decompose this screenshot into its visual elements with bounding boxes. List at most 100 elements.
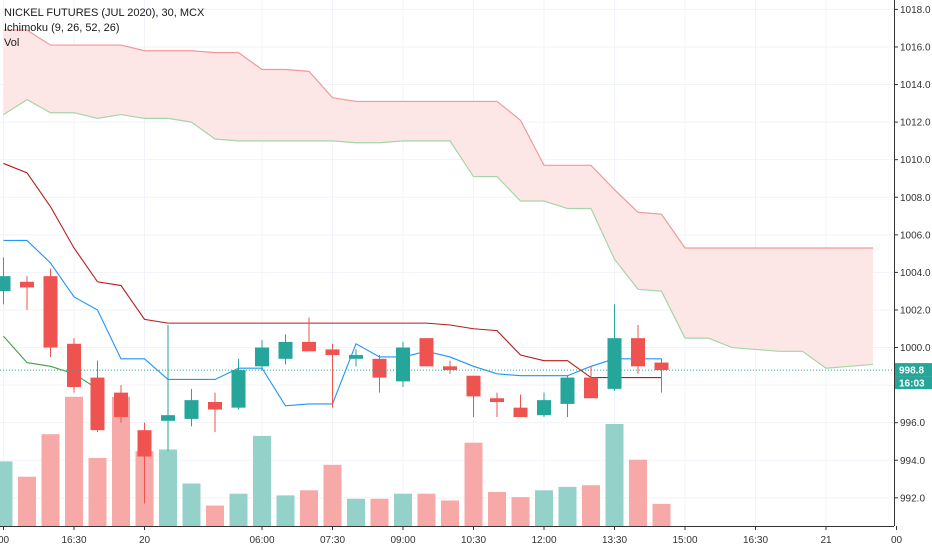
y-tick-label-8: 1008.0	[900, 193, 931, 204]
candle-body-2	[43, 276, 58, 348]
candle-body-15	[349, 355, 363, 359]
volume-bar-27	[629, 459, 647, 526]
y-tick-label-1: 994.0	[900, 456, 925, 467]
volume-bar-13	[300, 490, 318, 526]
candle-body-8	[184, 400, 199, 419]
x-tick-label-7: 12:00	[531, 535, 556, 546]
volume-bar-18	[417, 493, 436, 526]
volume-bar-1	[18, 476, 36, 526]
candle-body-5	[114, 392, 128, 418]
volume-bar-20	[464, 442, 483, 526]
volume-bar-19	[441, 500, 459, 526]
x-tick-label-5: 09:00	[390, 535, 415, 546]
indicator-volume[interactable]: Vol	[4, 37, 20, 49]
candle-body-11	[255, 347, 269, 367]
y-tick-label-9: 1010.0	[900, 155, 931, 166]
volume-bar-24	[558, 486, 577, 526]
y-tick-label-12: 1016.0	[900, 42, 931, 53]
series-line-lead-1	[3, 98, 874, 369]
candle-body-12	[278, 341, 293, 359]
series-line-lead-2	[3, 29, 873, 249]
x-tick-label-1: 16:30	[61, 535, 86, 546]
volume-bar-25	[582, 485, 600, 526]
x-tick-label-9: 15:00	[672, 535, 697, 546]
volume-bar-8	[182, 483, 201, 526]
series-line-base-line	[3, 162, 662, 379]
volume-bar-22	[511, 497, 530, 526]
candle-body-20	[466, 375, 481, 397]
series-line-lagging-span	[3, 335, 98, 390]
volume-bar-3	[65, 396, 83, 526]
volume-bar-15	[347, 498, 365, 526]
candle-body-1	[20, 281, 34, 288]
candle-body-0	[0, 276, 11, 292]
y-tick-label-13: 1018.0	[900, 5, 931, 16]
x-tick-label-3: 06:00	[249, 535, 274, 546]
x-tick-label-6: 10:30	[461, 535, 486, 546]
y-tick-label-6: 1004.0	[900, 268, 931, 279]
candle-body-23	[537, 400, 551, 416]
x-tick-label-4: 07:30	[320, 535, 345, 546]
y-tick-label-2: 996.0	[900, 418, 925, 429]
volume-bar-26	[605, 424, 624, 526]
candle-body-24	[560, 377, 575, 404]
countdown-label-bg	[895, 376, 932, 390]
indicator-ichimoku[interactable]: Ichimoku (9, 26, 52, 26)	[4, 22, 120, 34]
volume-bar-2	[41, 434, 60, 526]
y-tick-label-5: 1002.0	[900, 305, 931, 316]
volume-bar-14	[323, 464, 342, 526]
candle-body-13	[302, 341, 316, 352]
candle-body-22	[513, 407, 528, 418]
chart-title[interactable]: NICKEL FUTURES (JUL 2020), 30, MCX	[4, 7, 205, 19]
ichimoku-cloud	[3, 30, 873, 369]
x-tick-label-11: 21	[820, 535, 832, 546]
y-tick-label-7: 1006.0	[900, 230, 931, 241]
volume-bar-17	[394, 493, 412, 526]
x-tick-label-0: 00	[0, 535, 9, 546]
candle-body-18	[419, 338, 434, 367]
x-tick-label-10: 16:30	[743, 535, 768, 546]
candle-body-7	[161, 415, 175, 421]
candles	[0, 257, 669, 504]
time-axis-bg	[0, 526, 932, 550]
x-tick-label-12: 00	[891, 535, 903, 546]
countdown-label: 16:03	[899, 379, 925, 390]
x-tick-label-8: 13:30	[602, 535, 627, 546]
candle-body-10	[231, 370, 246, 408]
candle-body-3	[67, 343, 81, 387]
volume-bars	[0, 396, 671, 526]
cloud-fill	[3, 30, 873, 369]
candle-body-4	[90, 377, 105, 431]
volume-bar-9	[206, 505, 224, 526]
volume-bar-23	[535, 490, 553, 526]
volume-bar-21	[488, 492, 506, 526]
x-tick-label-2: 20	[139, 535, 151, 546]
volume-bar-4	[88, 458, 107, 526]
candle-body-28	[654, 362, 669, 371]
candle-body-9	[208, 402, 222, 410]
candle-body-14	[325, 349, 340, 356]
volume-bar-0	[0, 461, 13, 526]
price-axis-bg	[894, 0, 932, 550]
candle-body-6	[137, 430, 152, 457]
volume-bar-16	[370, 498, 389, 526]
candle-body-27	[631, 338, 645, 367]
y-tick-label-10: 1012.0	[900, 118, 931, 129]
candle-body-19	[443, 366, 457, 371]
legend: NICKEL FUTURES (JUL 2020), 30, MCX Ichim…	[4, 6, 204, 51]
indicator-lines	[3, 29, 874, 407]
candle-body-25	[584, 377, 598, 399]
last-price-label-bg	[895, 363, 932, 377]
y-tick-label-11: 1014.0	[900, 80, 931, 91]
volume-bar-28	[652, 503, 671, 526]
volume-bar-12	[276, 495, 295, 526]
volume-bar-11	[253, 435, 271, 526]
candle-body-21	[490, 398, 504, 403]
candle-body-16	[372, 358, 387, 378]
last-price-label: 998.8	[899, 366, 924, 377]
volume-bar-10	[229, 493, 248, 526]
candle-body-26	[607, 338, 622, 389]
